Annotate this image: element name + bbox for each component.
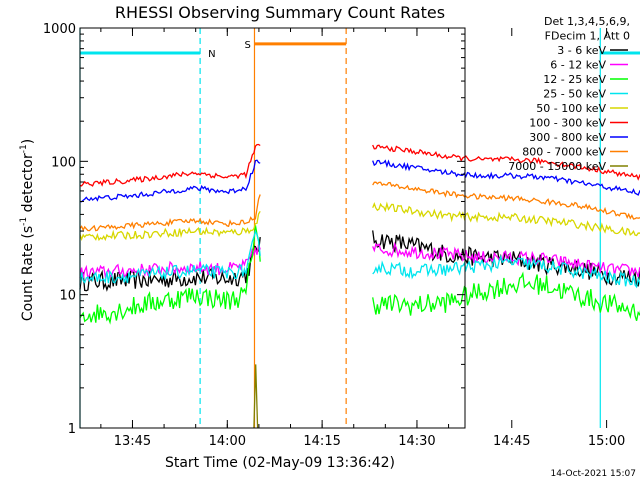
x-tick-label: 13:45 bbox=[114, 434, 151, 449]
plot-area: NS bbox=[79, 28, 640, 429]
legend-entry-label: 12 - 25 keV bbox=[543, 73, 606, 86]
series-line bbox=[79, 229, 640, 289]
y-tick-label: 1 bbox=[68, 422, 76, 437]
legend-entry-label: 50 - 100 keV bbox=[536, 102, 606, 115]
plot-timestamp: 14-Oct-2021 15:07 bbox=[551, 469, 636, 479]
legend-entry-label: 25 - 50 keV bbox=[543, 88, 606, 101]
legend-header: Det 1,3,4,5,6,9, bbox=[544, 15, 630, 28]
legend-header: FDecim 1, Att 0 bbox=[545, 30, 630, 43]
axes: 1 10 100 1000 13:45 14:00 14:15 14:30 14:45 15:00… bbox=[43, 22, 625, 449]
series-line bbox=[79, 230, 640, 292]
legend-entry-label: 7000 - 15000 keV bbox=[508, 160, 606, 173]
x-tick-label: 14:00 bbox=[209, 434, 246, 449]
legend-entry-label: 100 - 300 keV bbox=[529, 117, 606, 130]
plot-frame bbox=[79, 27, 466, 429]
legend-entry-label: 3 - 6 keV bbox=[557, 44, 606, 57]
x-tick-label: 15:00 bbox=[588, 434, 625, 449]
legend-entry-label: 6 - 12 keV bbox=[550, 59, 606, 72]
series-line bbox=[79, 159, 640, 203]
y-tick-label: 10 bbox=[59, 289, 76, 304]
chart-title: RHESSI Observing Summary Count Rates bbox=[115, 3, 445, 22]
legend: Det 1,3,4,5,6,9, FDecim 1, Att 03 - 6 keV… bbox=[508, 15, 630, 173]
legend-entry-label: 300 - 800 keV bbox=[529, 131, 606, 144]
flag-label: S bbox=[244, 40, 250, 51]
series-line bbox=[79, 201, 640, 242]
y-tick-label: 100 bbox=[51, 155, 76, 170]
series-line bbox=[79, 143, 640, 187]
x-tick-label: 14:15 bbox=[303, 434, 340, 449]
series-line bbox=[253, 364, 259, 429]
series-line bbox=[79, 181, 640, 232]
flag-label: N bbox=[208, 49, 215, 60]
x-axis-label: Start Time (02-May-09 13:36:42) bbox=[165, 455, 395, 471]
x-tick-label: 14:30 bbox=[398, 434, 435, 449]
y-tick-label: 1000 bbox=[43, 22, 76, 37]
series-line bbox=[79, 225, 640, 325]
legend-entry-label: 800 - 7000 keV bbox=[522, 146, 606, 159]
y-axis-label: Count Rate (s-1 detector-1) bbox=[19, 139, 36, 321]
x-tick-label: 14:45 bbox=[493, 434, 530, 449]
